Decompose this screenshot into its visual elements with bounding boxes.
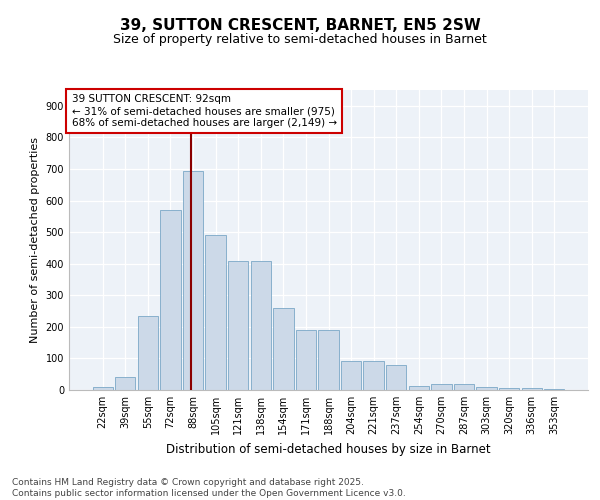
Bar: [386, 364, 406, 390]
Bar: [521, 388, 542, 390]
Bar: [228, 260, 248, 390]
Bar: [138, 316, 158, 390]
Bar: [160, 210, 181, 390]
Bar: [183, 170, 203, 390]
Bar: [205, 236, 226, 390]
Bar: [364, 360, 384, 390]
Text: 39, SUTTON CRESCENT, BARNET, EN5 2SW: 39, SUTTON CRESCENT, BARNET, EN5 2SW: [119, 18, 481, 32]
Bar: [319, 330, 338, 390]
Y-axis label: Number of semi-detached properties: Number of semi-detached properties: [30, 137, 40, 343]
Bar: [454, 384, 474, 390]
Bar: [476, 386, 497, 390]
Bar: [341, 360, 361, 390]
Bar: [92, 388, 113, 390]
Bar: [251, 260, 271, 390]
Bar: [409, 386, 429, 390]
Bar: [544, 389, 565, 390]
X-axis label: Distribution of semi-detached houses by size in Barnet: Distribution of semi-detached houses by …: [166, 442, 491, 456]
Bar: [431, 384, 452, 390]
Text: Contains HM Land Registry data © Crown copyright and database right 2025.
Contai: Contains HM Land Registry data © Crown c…: [12, 478, 406, 498]
Text: 39 SUTTON CRESCENT: 92sqm
← 31% of semi-detached houses are smaller (975)
68% of: 39 SUTTON CRESCENT: 92sqm ← 31% of semi-…: [71, 94, 337, 128]
Text: Size of property relative to semi-detached houses in Barnet: Size of property relative to semi-detach…: [113, 32, 487, 46]
Bar: [296, 330, 316, 390]
Bar: [499, 388, 519, 390]
Bar: [273, 308, 293, 390]
Bar: [115, 376, 136, 390]
